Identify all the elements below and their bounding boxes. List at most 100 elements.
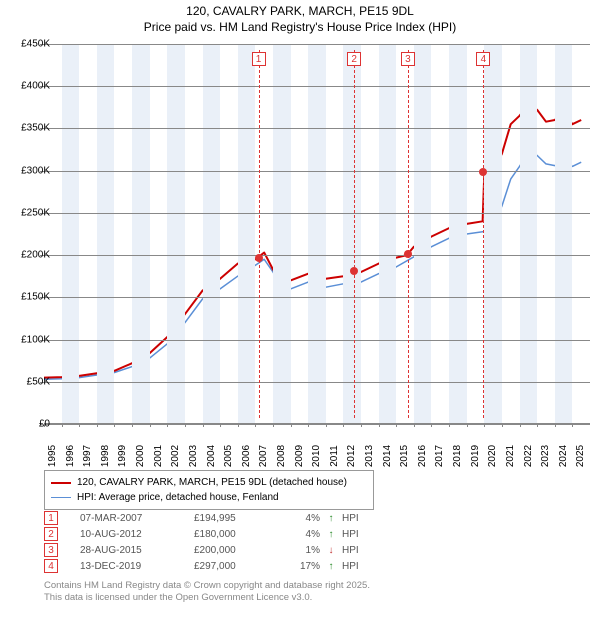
sale-number-box: 1 [44,511,58,525]
x-axis-label: 2023 [540,445,551,467]
trend-arrow-icon: ↑ [324,561,338,572]
x-tick [273,423,274,427]
year-band [97,44,115,423]
x-tick [484,423,485,427]
x-tick [414,423,415,427]
x-tick [520,423,521,427]
sale-price: £297,000 [194,561,276,572]
legend-label-1: HPI: Average price, detached house, Fenl… [77,490,279,505]
x-axis-label: 1998 [100,445,111,467]
legend-row-1: HPI: Average price, detached house, Fenl… [51,490,367,505]
x-axis-label: 2010 [311,445,322,467]
y-axis-label: £50K [27,376,50,387]
title-block: 120, CAVALRY PARK, MARCH, PE15 9DL Price… [0,0,600,37]
footer-line-1: Contains HM Land Registry data © Crown c… [44,580,370,592]
chart-container: 120, CAVALRY PARK, MARCH, PE15 9DL Price… [0,0,600,620]
x-tick [537,423,538,427]
y-axis-label: £200K [21,250,50,261]
x-axis-label: 2001 [153,445,164,467]
x-axis-label: 1996 [65,445,76,467]
footer: Contains HM Land Registry data © Crown c… [44,580,370,605]
marker-box: 2 [347,52,361,66]
x-axis-label: 2014 [382,445,393,467]
sale-date: 10-AUG-2012 [80,529,190,540]
sales-row: 107-MAR-2007£194,9954%↑HPI [44,510,372,526]
year-band [238,44,256,423]
y-axis-label: £300K [21,165,50,176]
x-axis-label: 2006 [241,445,252,467]
x-axis-label: 2018 [452,445,463,467]
sale-point-icon [350,267,358,275]
sale-tag: HPI [342,561,372,572]
year-band [414,44,432,423]
x-tick [79,423,80,427]
sale-point-icon [404,250,412,258]
sale-number-box: 4 [44,559,58,573]
x-tick [555,423,556,427]
x-tick [114,423,115,427]
x-axis-label: 2007 [258,445,269,467]
gridline [44,213,590,214]
legend-label-0: 120, CAVALRY PARK, MARCH, PE15 9DL (deta… [77,475,347,490]
sale-tag: HPI [342,545,372,556]
x-tick [379,423,380,427]
sale-date: 28-AUG-2015 [80,545,190,556]
x-tick [132,423,133,427]
year-band [343,44,361,423]
marker-line [259,50,260,418]
sales-table: 107-MAR-2007£194,9954%↑HPI210-AUG-2012£1… [44,510,372,574]
y-axis-label: £250K [21,207,50,218]
title-line-1: 120, CAVALRY PARK, MARCH, PE15 9DL [0,4,600,20]
legend-swatch-1 [51,497,71,498]
sale-point-icon [255,254,263,262]
x-tick [203,423,204,427]
x-tick [185,423,186,427]
sales-row: 3 28-AUG-2015 £200,000 1% ↓ HPI [44,542,372,558]
x-axis-label: 2009 [294,445,305,467]
gridline [44,382,590,383]
x-axis-label: 1997 [82,445,93,467]
footer-line-2: This data is licensed under the Open Gov… [44,592,370,604]
x-axis-label: 2004 [206,445,217,467]
year-band [520,44,538,423]
x-tick [343,423,344,427]
x-tick [467,423,468,427]
x-axis-label: 2000 [135,445,146,467]
x-axis-label: 2015 [399,445,410,467]
x-axis-label: 2016 [417,445,428,467]
year-band [273,44,291,423]
x-axis-label: 2013 [364,445,375,467]
sale-percent: 4% [280,529,320,540]
y-axis-label: £150K [21,292,50,303]
sale-percent: 4% [280,513,320,524]
gridline [44,128,590,129]
x-axis-label: 2005 [223,445,234,467]
sale-price: £200,000 [194,545,276,556]
x-tick [291,423,292,427]
gridline [44,297,590,298]
year-band [167,44,185,423]
x-tick [572,423,573,427]
x-tick [431,423,432,427]
gridline [44,255,590,256]
year-band [203,44,221,423]
title-line-2: Price paid vs. HM Land Registry's House … [0,20,600,36]
marker-box: 3 [401,52,415,66]
y-axis-label: £0 [39,419,50,430]
trend-arrow-icon: ↓ [324,545,338,556]
x-tick [326,423,327,427]
x-axis-label: 2012 [346,445,357,467]
x-axis-label: 1995 [47,445,58,467]
x-tick [220,423,221,427]
trend-arrow-icon: ↑ [324,513,338,524]
legend: 120, CAVALRY PARK, MARCH, PE15 9DL (deta… [44,470,374,510]
sale-number-box: 3 [44,543,58,557]
year-band [379,44,397,423]
chart-area: 1234 [44,44,590,424]
x-tick [97,423,98,427]
x-axis-label: 1999 [117,445,128,467]
gridline [44,44,590,45]
y-axis-label: £450K [21,39,50,50]
sale-percent: 1% [280,545,320,556]
sale-date: 13-DEC-2019 [80,561,190,572]
